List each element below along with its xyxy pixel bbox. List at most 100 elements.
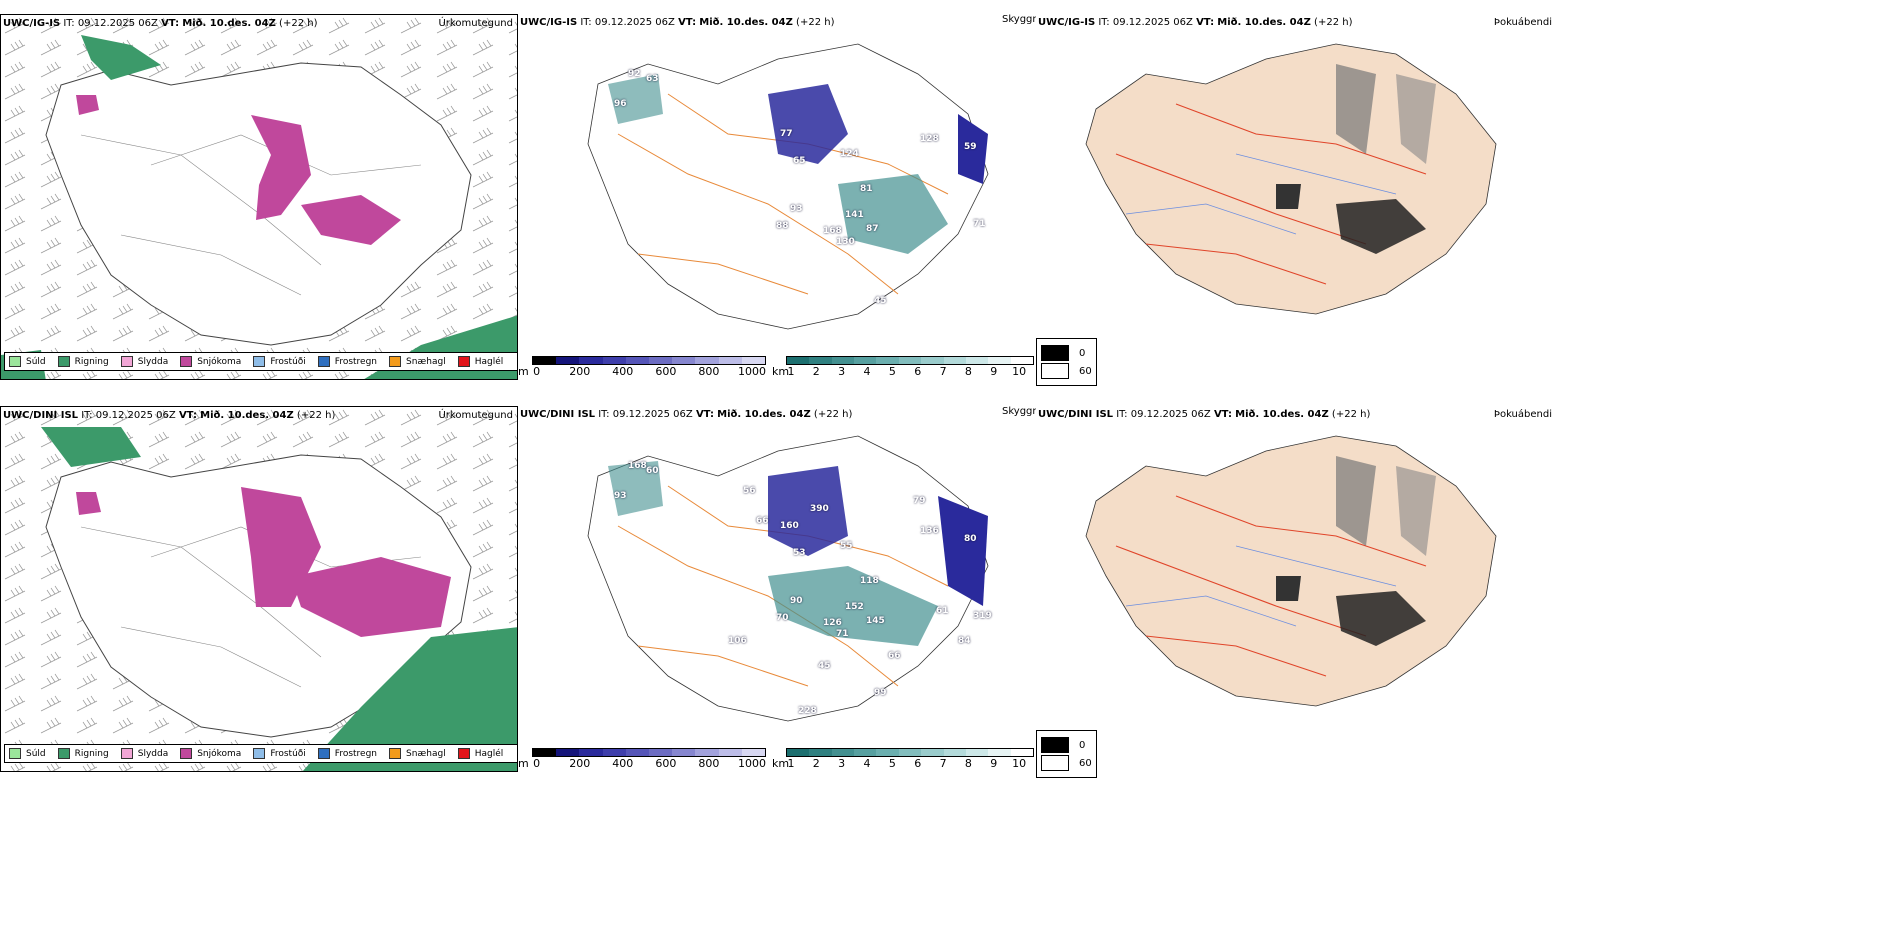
colorbar-tick-label: 2	[812, 365, 820, 378]
panel-header: UWC/IG-IS IT: 09.12.2025 06Z VT: Mið. 10…	[520, 17, 835, 28]
colorbar-swatch	[988, 749, 1011, 756]
legend-item: Súld	[9, 748, 46, 759]
colorbar-tick-label: 2	[812, 757, 820, 770]
colorbar-tick-label: 1	[787, 757, 795, 770]
legend-item: Frostregn	[317, 356, 377, 367]
visibility-value-label: 99	[874, 688, 887, 698]
visibility-map-top	[587, 43, 989, 330]
colorbar-tick-label: 8	[964, 757, 972, 770]
colorbar-swatch	[831, 357, 855, 364]
panel-header: UWC/DINI ISL IT: 09.12.2025 06Z VT: Mið.…	[3, 410, 336, 421]
visibility-value-label: 90	[790, 596, 803, 606]
panel-header: UWC/IG-IS IT: 09.12.2025 06Z VT: Mið. 10…	[1038, 17, 1353, 28]
legend-item: Frostúði	[253, 748, 306, 759]
height-colorbar-bottom: m 0 200 400 600 800 1000	[518, 748, 766, 770]
colorbar-swatch	[695, 749, 719, 756]
colorbar-tick-label: 10	[1012, 757, 1027, 770]
colorbar-swatch	[921, 357, 944, 364]
legend-item: Súld	[9, 356, 46, 367]
legend-item: Snjókoma	[180, 748, 241, 759]
colorbar-swatch	[533, 357, 557, 364]
fog-panel-bottom: UWC/DINI ISL IT: 09.12.2025 06Z VT: Mið.…	[1036, 406, 1556, 726]
colorbar-swatch	[672, 749, 696, 756]
colorbar-swatch	[921, 749, 944, 756]
visibility-value-label: 118	[860, 576, 879, 586]
colorbar-swatch	[1010, 749, 1033, 756]
precip-panel-bottom: UWC/DINI ISL IT: 09.12.2025 06Z VT: Mið.…	[0, 406, 518, 772]
legend-item: Rigning	[57, 356, 109, 367]
colorbar-swatch	[965, 357, 989, 364]
visibility-value-label: 61	[936, 606, 949, 616]
legend-item: Rigning	[57, 748, 109, 759]
colorbar-tick-label: 6	[914, 757, 922, 770]
colorbar-tick-label: 1	[787, 365, 795, 378]
colorbar-tick-label: 7	[939, 757, 947, 770]
colorbar-swatch	[556, 357, 580, 364]
visibility-value-label: 60	[646, 466, 659, 476]
colorbar-swatch	[579, 357, 603, 364]
colorbar-tick-label: 800	[698, 365, 720, 378]
colorbar-swatch	[741, 357, 766, 364]
colorbar-tick-label: 1000	[737, 365, 766, 378]
legend-item: Snjókoma	[180, 356, 241, 367]
colorbar-swatch	[809, 749, 832, 756]
colorbar-tick-label: 0	[533, 757, 541, 770]
colorbar-swatch	[579, 749, 603, 756]
visibility-value-label: 390	[810, 504, 829, 514]
colorbar-tick-label: 3	[838, 365, 846, 378]
legend-item: Haglél	[457, 356, 503, 367]
colorbar-swatch	[1010, 357, 1033, 364]
colorbar-swatch	[876, 357, 899, 364]
colorbar-swatch	[602, 357, 626, 364]
colorbar-swatch	[625, 749, 650, 756]
colorbar-tick-label: 6	[914, 365, 922, 378]
visibility-value-label: 65	[793, 156, 806, 166]
colorbar-swatch	[533, 749, 557, 756]
legend-item: Snæhagl	[389, 748, 446, 759]
colorbar-swatch	[741, 749, 766, 756]
visibility-value-label: 96	[614, 99, 627, 109]
colorbar-tick-label: 400	[612, 365, 634, 378]
visibility-value-label: 88	[776, 221, 789, 231]
visibility-value-label: 66	[888, 651, 901, 661]
visibility-value-label: 80	[964, 534, 977, 544]
colorbar-swatch	[988, 357, 1011, 364]
visibility-value-label: 53	[793, 548, 806, 558]
colorbar-swatch	[602, 749, 626, 756]
precip-title: Úrkomutegund	[438, 410, 513, 421]
visibility-value-label: 71	[973, 219, 986, 229]
precip-legend: Súld Rigning Slydda Snjókoma Frostúði Fr…	[4, 352, 517, 371]
precip-legend: Súld Rigning Slydda Snjókoma Frostúði Fr…	[4, 744, 517, 763]
colorbar-swatch	[718, 357, 742, 364]
colorbar-tick-label: 200	[569, 365, 591, 378]
visibility-value-label: 81	[860, 184, 873, 194]
legend-item: Slydda	[120, 748, 168, 759]
colorbar-swatch	[649, 749, 673, 756]
visibility-value-label: 71	[836, 629, 849, 639]
visibility-value-label: 63	[646, 74, 659, 84]
height-colorbar-top: m 0 200 400 600 800 1000	[518, 356, 766, 378]
colorbar-swatch	[943, 749, 966, 756]
colorbar-tick-label: 7	[939, 365, 947, 378]
visibility-value-label: 45	[874, 296, 887, 306]
colorbar-swatch	[625, 357, 650, 364]
colorbar-tick-label: 9	[990, 757, 998, 770]
km-colorbar-top: km 1 2 3 4 5 6 7 8 9 10	[772, 356, 1034, 378]
colorbar-tick-label: 4	[863, 757, 871, 770]
precip-map-top	[1, 15, 517, 379]
colorbar-swatch	[898, 357, 922, 364]
colorbar-swatch	[965, 749, 989, 756]
visibility-value-label: 126	[823, 618, 842, 628]
visibility-value-label: 66	[756, 516, 769, 526]
colorbar-tick-label: 5	[888, 365, 896, 378]
colorbar-tick-label: 600	[655, 757, 677, 770]
colorbar-tick-label: 600	[655, 365, 677, 378]
visibility-value-label: 124	[840, 149, 859, 159]
colorbar-tick-label: 8	[964, 365, 972, 378]
colorbar-tick-label: 400	[612, 757, 634, 770]
colorbar-swatch	[787, 749, 810, 756]
visibility-value-label: 168	[823, 226, 842, 236]
colorbar-swatch	[898, 749, 922, 756]
cloud-legend-bottom: 0 60	[1036, 730, 1097, 778]
visibility-value-label: 59	[964, 142, 977, 152]
